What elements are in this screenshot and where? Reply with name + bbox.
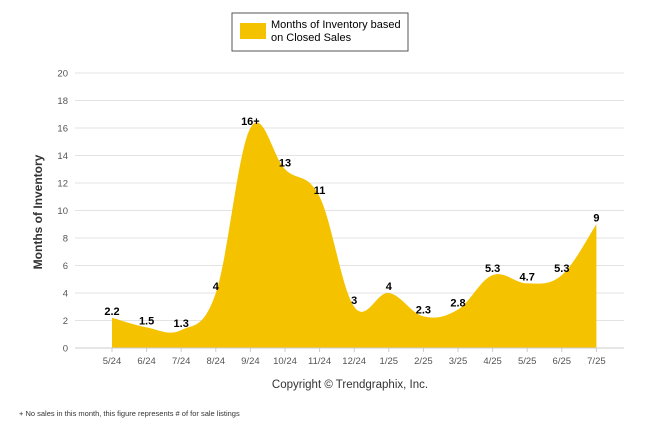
y-tick-label: 6 — [63, 261, 68, 272]
x-tick-label: 9/24 — [241, 356, 260, 367]
data-label: 9 — [593, 212, 599, 224]
data-label: 4 — [213, 281, 220, 293]
y-tick-label: 14 — [57, 151, 68, 162]
x-tick-labels: 5/24 6/24 7/24 8/24 9/24 10/24 11/24 12/24 1/25 2… — [103, 348, 606, 367]
x-tick-label: 7/25 — [587, 356, 606, 367]
data-label: 13 — [279, 157, 291, 169]
x-tick-label: 4/25 — [483, 356, 502, 367]
data-label: 5.3 — [554, 263, 569, 275]
copyright-text: Copyright © Trendgraphix, Inc. — [272, 379, 428, 391]
y-tick-label: 10 — [57, 206, 68, 217]
x-tick-label: 5/25 — [518, 356, 537, 367]
x-tick-label: 12/24 — [342, 356, 366, 367]
data-label: 5.3 — [485, 263, 500, 275]
x-tick-label: 6/25 — [553, 356, 572, 367]
legend-label-line1: Months of Inventory based — [271, 19, 401, 31]
y-tick-label: 16 — [57, 124, 68, 135]
y-tick-label: 8 — [63, 234, 68, 245]
data-label: 3 — [351, 295, 357, 307]
x-tick-label: 1/25 — [380, 356, 399, 367]
data-label: 1.5 — [139, 315, 154, 327]
y-tick-label: 0 — [63, 344, 68, 355]
data-label: 2.8 — [450, 298, 465, 310]
data-label: 2.3 — [416, 304, 431, 316]
data-label: 4.7 — [520, 271, 535, 283]
legend-label-line2: on Closed Sales — [271, 32, 352, 44]
y-tick-label: 2 — [63, 316, 68, 327]
x-tick-label: 6/24 — [137, 356, 156, 367]
data-labels: 2.2 1.5 1.3 4 16+ 13 11 3 4 2.3 2.8 5.3 4.7 5.3 9 — [104, 116, 599, 330]
y-tick-label: 18 — [57, 96, 68, 107]
data-label: 11 — [314, 185, 326, 197]
legend: Months of Inventory based on Closed Sale… — [231, 12, 409, 52]
data-label: 1.3 — [174, 318, 189, 330]
legend-swatch — [240, 23, 266, 39]
x-tick-label: 3/25 — [449, 356, 468, 367]
y-tick-label: 20 — [57, 69, 68, 80]
x-tick-label: 10/24 — [273, 356, 297, 367]
data-label: 4 — [386, 281, 393, 293]
x-tick-label: 7/24 — [172, 356, 191, 367]
y-axis-label: Months of Inventory — [31, 154, 45, 269]
y-tick-labels: 0 2 4 6 8 10 12 14 16 18 20 — [57, 69, 68, 355]
x-tick-label: 5/24 — [103, 356, 122, 367]
x-tick-label: 2/25 — [414, 356, 433, 367]
inventory-area — [112, 122, 597, 348]
data-label: 2.2 — [104, 306, 119, 318]
x-tick-label: 11/24 — [308, 356, 331, 367]
data-label: 16+ — [241, 116, 260, 128]
y-tick-label: 12 — [57, 179, 68, 190]
y-tick-label: 4 — [63, 289, 68, 300]
footnote-text: + No sales in this month, this figure re… — [19, 409, 240, 418]
x-tick-label: 8/24 — [207, 356, 226, 367]
